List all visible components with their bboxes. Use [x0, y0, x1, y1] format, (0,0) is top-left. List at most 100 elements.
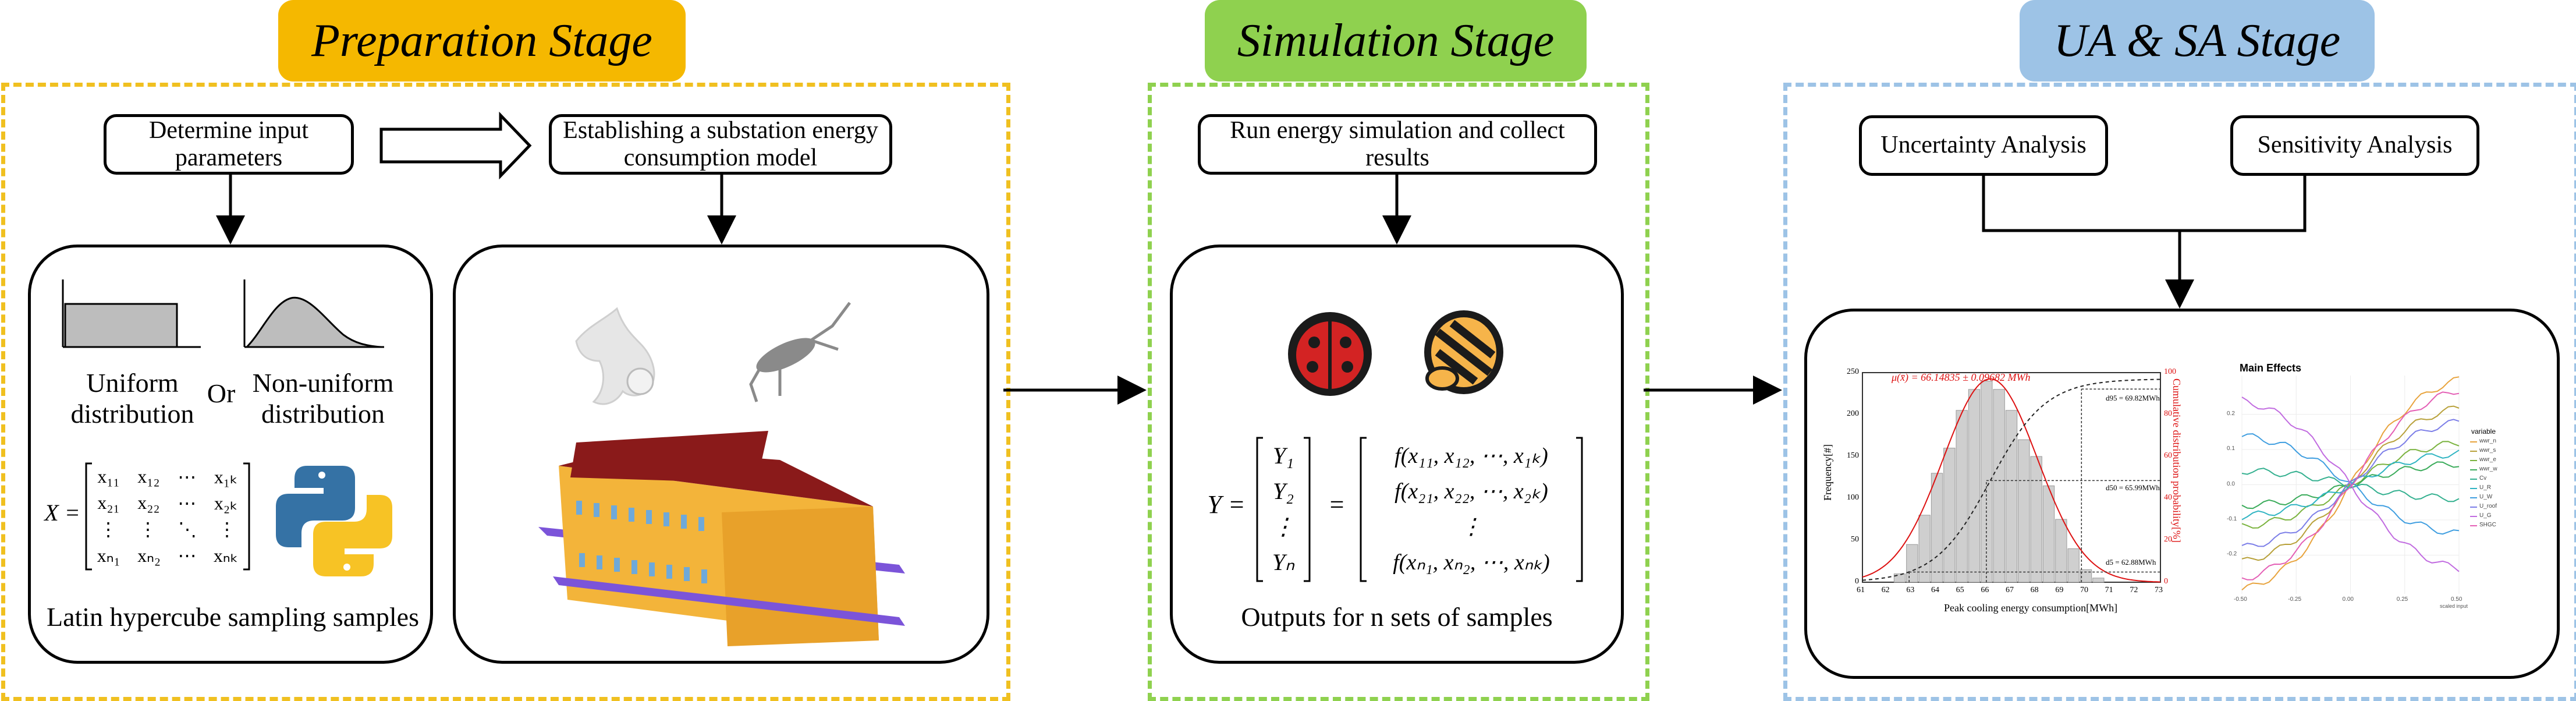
histogram-bar — [2092, 578, 2105, 583]
legend-entry: SHGC — [2479, 522, 2496, 528]
main-effects-x-tick: 0.50 — [2451, 596, 2463, 603]
y-lhs: Y = — [1207, 490, 1246, 519]
histogram-bar — [2005, 410, 2018, 583]
main-effects-y-tick: -0.2 — [2227, 551, 2237, 558]
histogram-bar — [1931, 473, 1943, 583]
matrix-row: x₁₁ x₁₂ ⋯ x₁ₖ — [97, 466, 238, 487]
main-effect-series-line — [2241, 449, 2460, 521]
main-effect-series-line — [2241, 396, 2460, 572]
histogram-y-tick-right: 40 — [2164, 493, 2172, 502]
y-vector-entry: ⋮ — [1272, 514, 1295, 540]
histogram-x-tick: 64 — [1931, 586, 1939, 594]
main-effects-legend-title: variable — [2471, 427, 2496, 436]
histogram-x-tick: 66 — [1981, 586, 1989, 594]
main-effects-x-tick: -0.50 — [2234, 596, 2247, 603]
legend-entry: wwr_s — [2479, 447, 2496, 454]
histogram-y-tick-right: 20 — [2164, 535, 2172, 544]
legend-entry: U_G — [2479, 512, 2492, 519]
d95-label: d95 = 69.82MWh — [2106, 394, 2160, 402]
histogram-bar — [1993, 389, 2005, 583]
ua-sa-stage-title: UA & SA Stage — [2020, 0, 2375, 82]
histogram-x-tick: 61 — [1857, 586, 1865, 594]
y-vector-entry: Y₂ — [1272, 478, 1294, 504]
histogram-y-tick: 0 — [1855, 577, 1859, 586]
matrix-row: x₂₁ x₂₂ ⋯ x₂ₖ — [97, 492, 238, 514]
nonuniform-distribution-text: Non-uniform distribution — [252, 368, 394, 429]
main-effects-y-tick: 0.0 — [2227, 480, 2235, 487]
histogram-x-tick: 70 — [2080, 586, 2088, 594]
main-effects-x-tick: 0.00 — [2342, 596, 2354, 603]
or-text: Or — [207, 378, 236, 408]
histogram-x-tick: 63 — [1906, 586, 1915, 594]
ua-sa-frame — [1783, 83, 2576, 701]
run-simulation-label: Run energy simulation and collect result… — [1198, 114, 1597, 175]
histogram-bar — [2067, 548, 2080, 583]
histogram-xlabel: Peak cooling energy consumption[MWh] — [1944, 602, 2118, 614]
main-effects-y-tick: 0.2 — [2227, 410, 2235, 417]
histogram-x-tick: 73 — [2155, 586, 2163, 594]
establish-model-label: Establishing a substation energy consump… — [549, 114, 892, 175]
simulation-stage-title: Simulation Stage — [1205, 0, 1587, 82]
histogram-bar — [1918, 515, 1931, 583]
equals-sign: = — [1329, 490, 1344, 519]
legend-entry: wwr_n — [2479, 438, 2496, 444]
ua-sa-bracket — [1982, 176, 2307, 232]
main-effects-x-tick: 0.25 — [2396, 596, 2408, 603]
outputs-caption: Outputs for n sets of samples — [1241, 602, 1553, 632]
block-arrow — [379, 111, 532, 180]
histogram-y-tick: 250 — [1847, 367, 1859, 376]
histogram-normal-curve — [1862, 378, 2161, 583]
main-effects-title: Main Effects — [2240, 362, 2302, 374]
main-effect-series-line — [2241, 468, 2460, 502]
uniform-distribution-text: Uniform distribution — [70, 368, 194, 429]
histogram-bar — [2018, 439, 2030, 583]
d50-label: d50 = 65.99MWh — [2106, 483, 2160, 492]
histogram-bar — [2080, 569, 2092, 583]
legend-entry: U_roof — [2479, 503, 2497, 509]
legend-entry: wwr_e — [2479, 456, 2496, 463]
uncertainty-analysis-label: Uncertainty Analysis — [1859, 115, 2108, 176]
histogram-bar — [1968, 389, 1981, 583]
simulation-panel — [1170, 245, 1624, 664]
histogram-y-tick: 150 — [1847, 451, 1859, 460]
y-vector: Y₁ Y₂ ⋮ Yₙ — [1258, 438, 1308, 581]
main-effects-xlabel: scaled input — [2440, 603, 2468, 609]
simulation-frame — [1148, 83, 1649, 701]
histogram-mean-label: μ(x̄) = 66.14835 ± 0.09682 MWh — [1892, 371, 2031, 383]
histogram-x-tick: 69 — [2055, 586, 2064, 594]
y-vector-entry: Yₙ — [1272, 549, 1295, 575]
histogram-x-tick: 68 — [2030, 586, 2039, 594]
preparation-frame — [1, 83, 1010, 701]
histogram-x-tick: 62 — [1881, 586, 1890, 594]
main-effect-series-line — [2241, 419, 2460, 547]
preparation-stage-title: Preparation Stage — [278, 0, 686, 82]
histogram-bar — [2042, 485, 2055, 583]
f-vector-entry: f(x₁₁, x₁₂, ⋯, x₁ₖ) — [1395, 444, 1548, 468]
histogram-y-tick: 200 — [1847, 409, 1859, 418]
histogram-bar — [2055, 519, 2067, 583]
matrix-x-lhs: X = — [44, 500, 80, 526]
f-vector-entry: f(xₙ₁, xₙ₂, ⋯, xₙₖ) — [1393, 550, 1550, 575]
histogram-x-tick: 71 — [2105, 586, 2113, 594]
histogram-x-tick: 67 — [2006, 586, 2014, 594]
sensitivity-analysis-label: Sensitivity Analysis — [2230, 115, 2479, 176]
histogram-y-tick: 100 — [1847, 493, 1859, 502]
matrix-row: ⋮ ⋮ ⋱ ⋮ — [99, 518, 236, 540]
histogram-y-tick-right: 0 — [2164, 577, 2168, 586]
lhs-caption: Latin hypercube sampling samples — [46, 602, 419, 632]
matrix-row: xₙ₁ xₙ₂ ⋯ xₙₖ — [97, 544, 239, 566]
histogram-y-tick-right: 100 — [2164, 367, 2176, 376]
lhs-matrix: x₁₁ x₁₂ ⋯ x₁ₖ x₂₁ x₂₂ ⋯ x₂ₖ ⋮ ⋮ ⋱ ⋮ xₙ₁ xₙ₂ ⋯ xₙₖ — [88, 463, 247, 569]
histogram-y-tick: 50 — [1851, 535, 1859, 544]
